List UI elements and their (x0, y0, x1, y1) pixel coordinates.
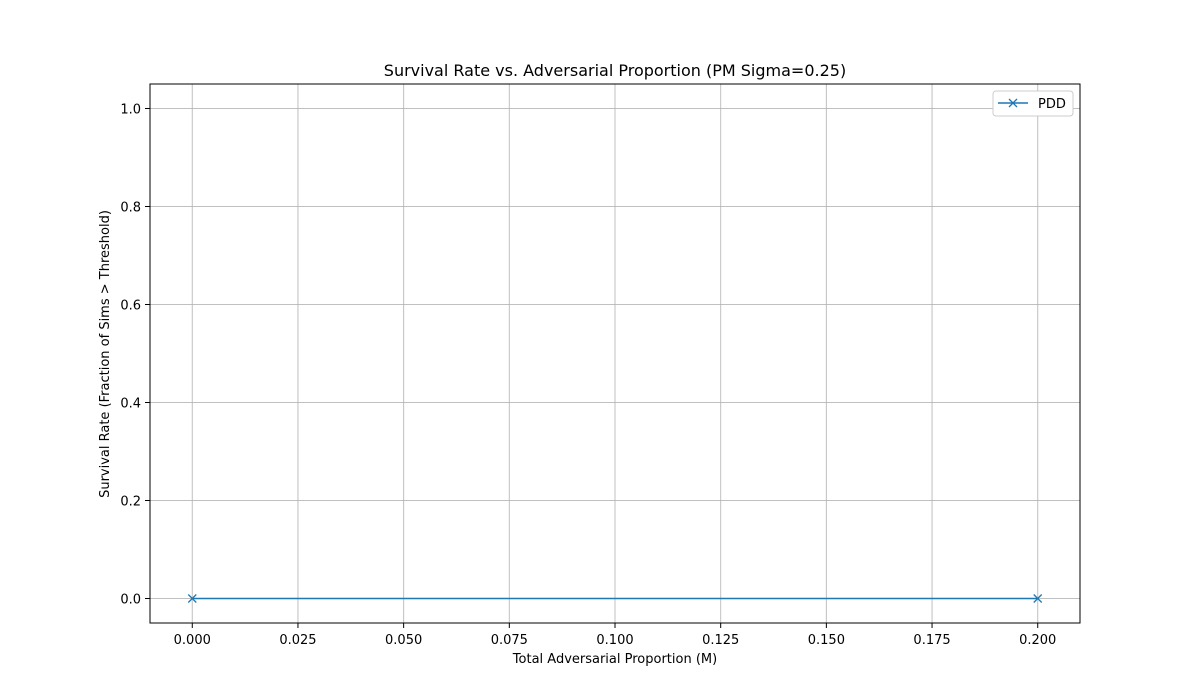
data-point-marker (1033, 594, 1043, 603)
y-tick-label: 0.2 (120, 495, 141, 510)
legend-entry-pdd: PDD (998, 97, 1066, 112)
y-tick-label: 0.6 (120, 299, 141, 314)
legend-marker (1008, 98, 1018, 108)
y-tick-label: 0.0 (120, 593, 141, 608)
x-tick-label: 0.000 (174, 633, 211, 648)
chart-title: Survival Rate vs. Adversarial Proportion… (384, 61, 846, 80)
x-axis-label: Total Adversarial Proportion (M) (512, 652, 717, 667)
legend: PDD (992, 90, 1074, 117)
x-tick-label: 0.200 (1019, 633, 1056, 648)
data-point-marker (187, 594, 197, 603)
x-tick-label: 0.100 (596, 633, 633, 648)
x-tick-label: 0.075 (491, 633, 528, 648)
y-tick-label: 0.8 (120, 201, 141, 216)
x-tick-label: 0.175 (913, 633, 950, 648)
x-tick-label: 0.125 (702, 633, 739, 648)
y-axis-label: Survival Rate (Fraction of Sims > Thresh… (98, 210, 113, 498)
x-tick-label: 0.025 (279, 633, 316, 648)
x-tick-label: 0.150 (808, 633, 845, 648)
x-axis: 0.000 0.025 0.050 0.075 0.100 0.125 0.150 0.175… (174, 623, 1056, 648)
plot-series (187, 594, 1043, 603)
y-tick-label: 1.0 (120, 103, 141, 118)
x-tick-label: 0.050 (385, 633, 422, 648)
legend-box (992, 90, 1074, 117)
y-tick-label: 0.4 (120, 397, 141, 412)
legend-label: PDD (1038, 97, 1066, 112)
y-axis: 0.0 0.2 0.4 0.6 0.8 1.0 (120, 103, 150, 608)
